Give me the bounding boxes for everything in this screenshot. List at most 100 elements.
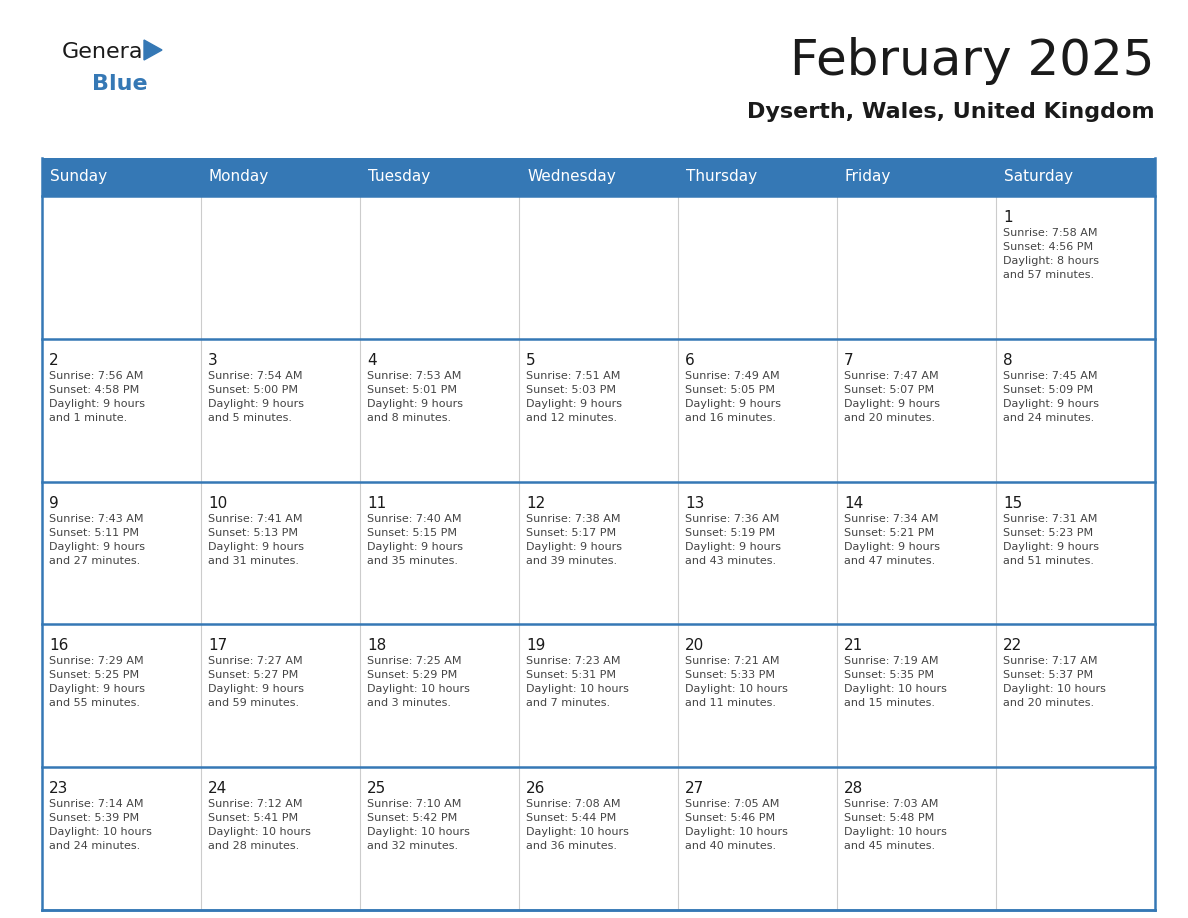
Text: 13: 13: [685, 496, 704, 510]
Text: 15: 15: [1003, 496, 1022, 510]
Bar: [201, 624, 360, 767]
Text: Sunrise: 7:54 AM
Sunset: 5:00 PM
Daylight: 9 hours
and 5 minutes.: Sunrise: 7:54 AM Sunset: 5:00 PM Dayligh…: [208, 371, 304, 423]
Text: Sunrise: 7:03 AM
Sunset: 5:48 PM
Daylight: 10 hours
and 45 minutes.: Sunrise: 7:03 AM Sunset: 5:48 PM Dayligh…: [843, 800, 947, 851]
Text: Sunrise: 7:08 AM
Sunset: 5:44 PM
Daylight: 10 hours
and 36 minutes.: Sunrise: 7:08 AM Sunset: 5:44 PM Dayligh…: [526, 800, 628, 851]
Bar: [42, 482, 201, 624]
Text: 24: 24: [208, 781, 227, 796]
Text: Monday: Monday: [209, 170, 270, 185]
Bar: [838, 482, 996, 624]
Text: Sunrise: 7:25 AM
Sunset: 5:29 PM
Daylight: 10 hours
and 3 minutes.: Sunrise: 7:25 AM Sunset: 5:29 PM Dayligh…: [367, 656, 470, 709]
Text: 26: 26: [526, 781, 545, 796]
Text: Wednesday: Wednesday: [527, 170, 615, 185]
Text: Saturday: Saturday: [1004, 170, 1073, 185]
Text: Sunrise: 7:58 AM
Sunset: 4:56 PM
Daylight: 8 hours
and 57 minutes.: Sunrise: 7:58 AM Sunset: 4:56 PM Dayligh…: [1003, 228, 1099, 280]
Bar: [360, 339, 519, 482]
Bar: [838, 196, 996, 339]
Text: Sunrise: 7:23 AM
Sunset: 5:31 PM
Daylight: 10 hours
and 7 minutes.: Sunrise: 7:23 AM Sunset: 5:31 PM Dayligh…: [526, 656, 628, 709]
Text: Sunrise: 7:34 AM
Sunset: 5:21 PM
Daylight: 9 hours
and 47 minutes.: Sunrise: 7:34 AM Sunset: 5:21 PM Dayligh…: [843, 513, 940, 565]
Bar: [678, 339, 838, 482]
Bar: [838, 339, 996, 482]
Text: 7: 7: [843, 353, 854, 368]
Bar: [201, 339, 360, 482]
Text: Sunrise: 7:10 AM
Sunset: 5:42 PM
Daylight: 10 hours
and 32 minutes.: Sunrise: 7:10 AM Sunset: 5:42 PM Dayligh…: [367, 800, 470, 851]
Text: 22: 22: [1003, 638, 1022, 654]
Text: Sunrise: 7:51 AM
Sunset: 5:03 PM
Daylight: 9 hours
and 12 minutes.: Sunrise: 7:51 AM Sunset: 5:03 PM Dayligh…: [526, 371, 623, 423]
Text: Sunrise: 7:17 AM
Sunset: 5:37 PM
Daylight: 10 hours
and 20 minutes.: Sunrise: 7:17 AM Sunset: 5:37 PM Dayligh…: [1003, 656, 1106, 709]
Text: Sunday: Sunday: [50, 170, 107, 185]
Text: 28: 28: [843, 781, 864, 796]
Bar: [42, 767, 201, 910]
Text: Sunrise: 7:56 AM
Sunset: 4:58 PM
Daylight: 9 hours
and 1 minute.: Sunrise: 7:56 AM Sunset: 4:58 PM Dayligh…: [49, 371, 145, 423]
Bar: [996, 482, 1155, 624]
Text: Sunrise: 7:45 AM
Sunset: 5:09 PM
Daylight: 9 hours
and 24 minutes.: Sunrise: 7:45 AM Sunset: 5:09 PM Dayligh…: [1003, 371, 1099, 423]
Text: 21: 21: [843, 638, 864, 654]
Bar: [996, 339, 1155, 482]
Bar: [678, 196, 838, 339]
Text: 2: 2: [49, 353, 58, 368]
Text: Blue: Blue: [91, 74, 147, 94]
Text: 17: 17: [208, 638, 227, 654]
Text: Sunrise: 7:27 AM
Sunset: 5:27 PM
Daylight: 9 hours
and 59 minutes.: Sunrise: 7:27 AM Sunset: 5:27 PM Dayligh…: [208, 656, 304, 709]
Text: Sunrise: 7:36 AM
Sunset: 5:19 PM
Daylight: 9 hours
and 43 minutes.: Sunrise: 7:36 AM Sunset: 5:19 PM Dayligh…: [685, 513, 781, 565]
Bar: [201, 196, 360, 339]
Text: February 2025: February 2025: [790, 37, 1155, 85]
Text: Thursday: Thursday: [685, 170, 757, 185]
Text: 14: 14: [843, 496, 864, 510]
Text: General: General: [62, 42, 150, 62]
Text: Sunrise: 7:47 AM
Sunset: 5:07 PM
Daylight: 9 hours
and 20 minutes.: Sunrise: 7:47 AM Sunset: 5:07 PM Dayligh…: [843, 371, 940, 423]
Bar: [42, 158, 1155, 196]
Text: 20: 20: [685, 638, 704, 654]
Text: 3: 3: [208, 353, 217, 368]
Text: Tuesday: Tuesday: [368, 170, 430, 185]
Text: 12: 12: [526, 496, 545, 510]
Text: Sunrise: 7:40 AM
Sunset: 5:15 PM
Daylight: 9 hours
and 35 minutes.: Sunrise: 7:40 AM Sunset: 5:15 PM Dayligh…: [367, 513, 463, 565]
Text: Sunrise: 7:21 AM
Sunset: 5:33 PM
Daylight: 10 hours
and 11 minutes.: Sunrise: 7:21 AM Sunset: 5:33 PM Dayligh…: [685, 656, 788, 709]
Bar: [678, 767, 838, 910]
Text: 9: 9: [49, 496, 58, 510]
Text: 10: 10: [208, 496, 227, 510]
Text: Sunrise: 7:43 AM
Sunset: 5:11 PM
Daylight: 9 hours
and 27 minutes.: Sunrise: 7:43 AM Sunset: 5:11 PM Dayligh…: [49, 513, 145, 565]
Text: 25: 25: [367, 781, 386, 796]
Bar: [519, 624, 678, 767]
Bar: [838, 624, 996, 767]
Text: 23: 23: [49, 781, 69, 796]
Text: 4: 4: [367, 353, 377, 368]
Bar: [42, 196, 201, 339]
Bar: [519, 339, 678, 482]
Text: 27: 27: [685, 781, 704, 796]
Bar: [678, 624, 838, 767]
Bar: [201, 482, 360, 624]
Bar: [838, 767, 996, 910]
Text: 5: 5: [526, 353, 536, 368]
Text: Sunrise: 7:05 AM
Sunset: 5:46 PM
Daylight: 10 hours
and 40 minutes.: Sunrise: 7:05 AM Sunset: 5:46 PM Dayligh…: [685, 800, 788, 851]
Text: Sunrise: 7:29 AM
Sunset: 5:25 PM
Daylight: 9 hours
and 55 minutes.: Sunrise: 7:29 AM Sunset: 5:25 PM Dayligh…: [49, 656, 145, 709]
Text: 1: 1: [1003, 210, 1012, 225]
Bar: [201, 767, 360, 910]
Text: 6: 6: [685, 353, 695, 368]
Text: 8: 8: [1003, 353, 1012, 368]
Text: Sunrise: 7:49 AM
Sunset: 5:05 PM
Daylight: 9 hours
and 16 minutes.: Sunrise: 7:49 AM Sunset: 5:05 PM Dayligh…: [685, 371, 781, 423]
Text: 11: 11: [367, 496, 386, 510]
Bar: [996, 767, 1155, 910]
Bar: [42, 339, 201, 482]
Polygon shape: [144, 40, 162, 60]
Text: Sunrise: 7:31 AM
Sunset: 5:23 PM
Daylight: 9 hours
and 51 minutes.: Sunrise: 7:31 AM Sunset: 5:23 PM Dayligh…: [1003, 513, 1099, 565]
Bar: [360, 624, 519, 767]
Text: Sunrise: 7:12 AM
Sunset: 5:41 PM
Daylight: 10 hours
and 28 minutes.: Sunrise: 7:12 AM Sunset: 5:41 PM Dayligh…: [208, 800, 311, 851]
Bar: [360, 482, 519, 624]
Bar: [678, 482, 838, 624]
Text: 18: 18: [367, 638, 386, 654]
Bar: [360, 196, 519, 339]
Text: Sunrise: 7:53 AM
Sunset: 5:01 PM
Daylight: 9 hours
and 8 minutes.: Sunrise: 7:53 AM Sunset: 5:01 PM Dayligh…: [367, 371, 463, 423]
Bar: [519, 196, 678, 339]
Bar: [996, 624, 1155, 767]
Text: 16: 16: [49, 638, 69, 654]
Text: Sunrise: 7:41 AM
Sunset: 5:13 PM
Daylight: 9 hours
and 31 minutes.: Sunrise: 7:41 AM Sunset: 5:13 PM Dayligh…: [208, 513, 304, 565]
Bar: [42, 624, 201, 767]
Bar: [996, 196, 1155, 339]
Text: Sunrise: 7:38 AM
Sunset: 5:17 PM
Daylight: 9 hours
and 39 minutes.: Sunrise: 7:38 AM Sunset: 5:17 PM Dayligh…: [526, 513, 623, 565]
Bar: [360, 767, 519, 910]
Text: Sunrise: 7:14 AM
Sunset: 5:39 PM
Daylight: 10 hours
and 24 minutes.: Sunrise: 7:14 AM Sunset: 5:39 PM Dayligh…: [49, 800, 152, 851]
Text: Friday: Friday: [845, 170, 891, 185]
Text: Sunrise: 7:19 AM
Sunset: 5:35 PM
Daylight: 10 hours
and 15 minutes.: Sunrise: 7:19 AM Sunset: 5:35 PM Dayligh…: [843, 656, 947, 709]
